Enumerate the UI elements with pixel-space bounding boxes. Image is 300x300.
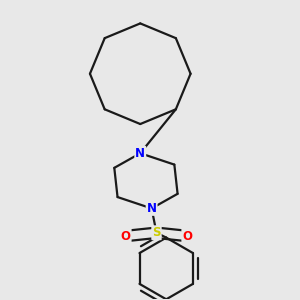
- Text: O: O: [182, 230, 192, 242]
- Text: S: S: [152, 226, 161, 239]
- Text: N: N: [135, 147, 145, 160]
- Text: N: N: [147, 202, 157, 215]
- Text: O: O: [121, 230, 131, 242]
